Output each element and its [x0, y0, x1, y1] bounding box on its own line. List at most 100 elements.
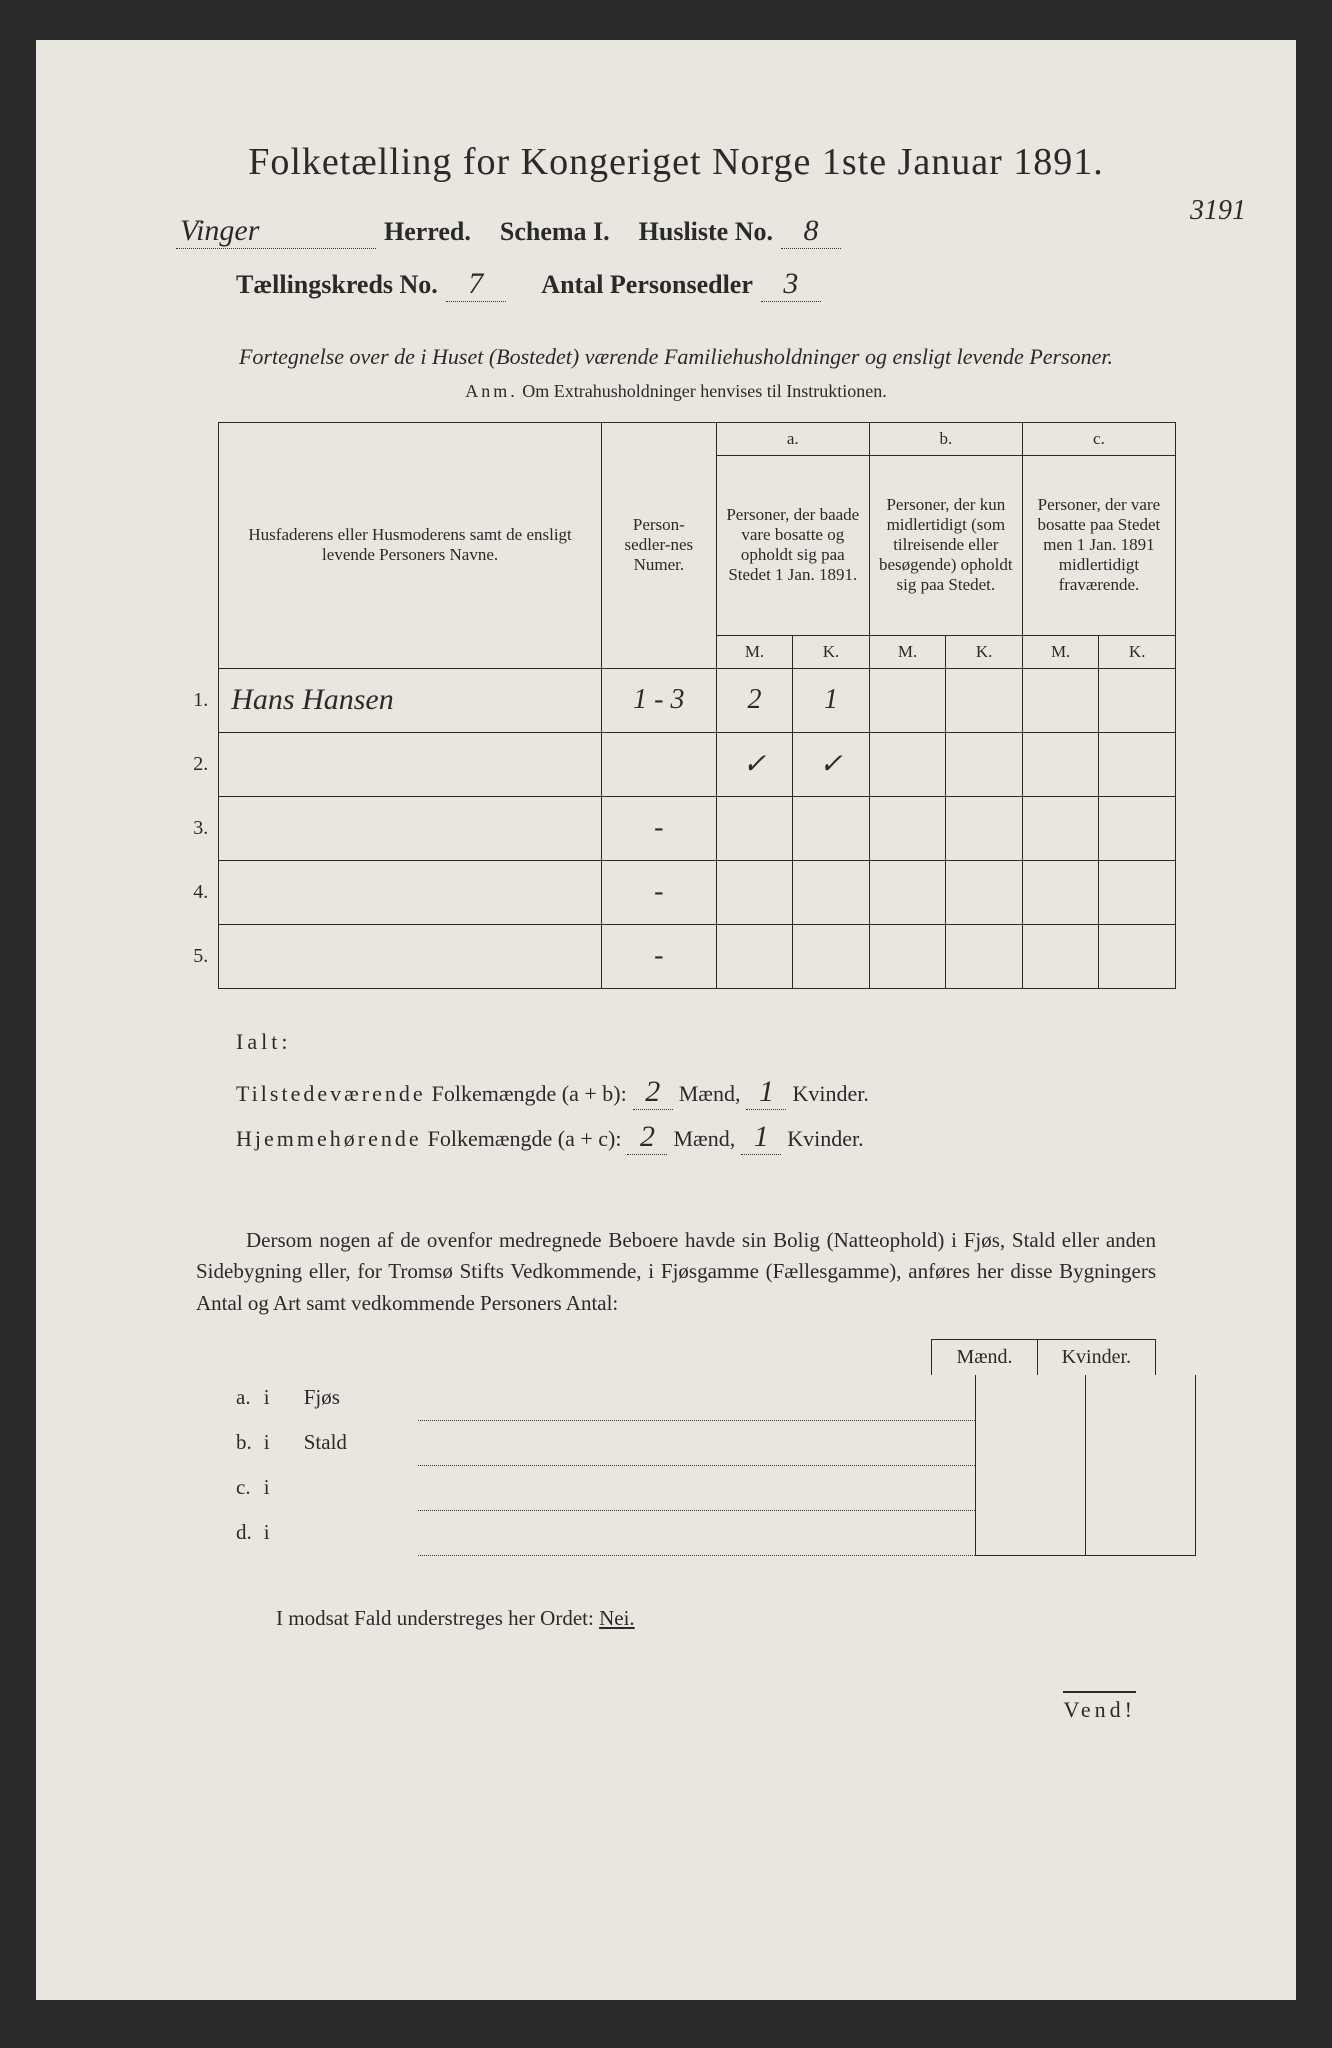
col-c-label: c.: [1022, 422, 1175, 455]
col-a-k: K.: [793, 635, 870, 668]
t2-a: Hjemmehørende: [236, 1126, 422, 1152]
table-row: 4.-: [176, 860, 1176, 924]
abcd-m: [976, 1510, 1086, 1555]
col-b-m: M.: [869, 635, 946, 668]
t1-m: 2: [633, 1075, 673, 1110]
c-k: [1099, 796, 1176, 860]
t2-k: 1: [741, 1120, 781, 1155]
abcd-dots: [418, 1375, 976, 1420]
b-k: [946, 860, 1023, 924]
mk-header: Mænd. Kvinder.: [176, 1339, 1156, 1375]
t1-a: Tilstedeværende: [236, 1081, 426, 1107]
a-m: 2: [716, 668, 793, 732]
abcd-k: [1086, 1465, 1196, 1510]
b-k: [946, 668, 1023, 732]
col-b-header: Personer, der kun midlertidigt (som tilr…: [869, 455, 1022, 635]
col-a-m: M.: [716, 635, 793, 668]
col-a-label: a.: [716, 422, 869, 455]
abcd-kind: Fjøs: [298, 1375, 418, 1420]
row-num: 2.: [176, 732, 219, 796]
num-cell: 1 - 3: [601, 668, 716, 732]
abcd-dots: [418, 1510, 976, 1555]
abcd-kind: [298, 1465, 418, 1510]
b-m: [869, 924, 946, 988]
table-row: 5.-: [176, 924, 1176, 988]
b-m: [869, 796, 946, 860]
table-row: 2.✓✓: [176, 732, 1176, 796]
total-tilstede: Tilstedeværende Folkemængde (a + b): 2 M…: [236, 1075, 1176, 1110]
name-cell: [219, 924, 602, 988]
anm-text: Om Extrahusholdninger henvises til Instr…: [522, 381, 886, 401]
col-c-header: Personer, der vare bosatte paa Stedet me…: [1022, 455, 1175, 635]
herred-label: Herred.: [384, 217, 471, 247]
c-k: [1099, 924, 1176, 988]
name-cell: [219, 732, 602, 796]
name-cell: Hans Hansen: [219, 668, 602, 732]
abcd-row: a.iFjøs: [196, 1375, 1196, 1420]
c-m: [1022, 860, 1099, 924]
b-m: [869, 732, 946, 796]
a-m: [716, 924, 793, 988]
a-m: [716, 796, 793, 860]
header-line-1: Vinger Herred. Schema I. Husliste No. 8: [176, 214, 1176, 249]
name-cell: [219, 796, 602, 860]
col-b-label: b.: [869, 422, 1022, 455]
a-k: [793, 796, 870, 860]
kvinder-label-1: Kvinder.: [792, 1081, 868, 1107]
mk-k: Kvinder.: [1037, 1339, 1156, 1375]
mk-m: Mænd.: [931, 1339, 1036, 1375]
c-k: [1099, 668, 1176, 732]
abcd-m: [976, 1420, 1086, 1465]
maend-label-1: Mænd,: [679, 1081, 741, 1107]
schema-label: Schema I.: [500, 217, 610, 247]
a-k: ✓: [793, 732, 870, 796]
row-num: 3.: [176, 796, 219, 860]
kreds-label: Tællingskreds No.: [236, 270, 438, 300]
abcd-row: b.iStald: [196, 1420, 1196, 1465]
antal-value: 3: [761, 267, 821, 302]
t1-b: Folkemængde (a + b):: [432, 1081, 627, 1107]
abcd-i: i: [258, 1465, 298, 1510]
header-line-2: Tællingskreds No. 7 Antal Personsedler 3: [176, 267, 1176, 302]
vend-label: Vend!: [1063, 1691, 1136, 1723]
t1-k: 1: [746, 1075, 786, 1110]
nei: Nei.: [599, 1606, 635, 1630]
footer-text: I modsat Fald understreges her Ordet:: [276, 1606, 594, 1630]
page-title: Folketælling for Kongeriget Norge 1ste J…: [176, 140, 1176, 184]
b-k: [946, 924, 1023, 988]
abcd-m: [976, 1375, 1086, 1420]
c-k: [1099, 732, 1176, 796]
t2-b: Folkemængde (a + c):: [428, 1126, 622, 1152]
abcd-row: c.i: [196, 1465, 1196, 1510]
c-m: [1022, 732, 1099, 796]
subtitle: Fortegnelse over de i Huset (Bostedet) v…: [176, 342, 1176, 373]
c-k: [1099, 860, 1176, 924]
b-m: [869, 860, 946, 924]
a-k: 1: [793, 668, 870, 732]
abcd-i: i: [258, 1510, 298, 1555]
ialt-label: Ialt:: [236, 1029, 1176, 1055]
name-cell: [219, 860, 602, 924]
paragraph: Dersom nogen af de ovenfor medregnede Be…: [196, 1225, 1156, 1320]
abcd-k: [1086, 1510, 1196, 1555]
abcd-label: b.: [196, 1420, 258, 1465]
b-k: [946, 732, 1023, 796]
table-row: 3. -: [176, 796, 1176, 860]
kreds-value: 7: [446, 267, 506, 302]
abcd-label: c.: [196, 1465, 258, 1510]
col-a-header: Personer, der baade vare bosatte og opho…: [716, 455, 869, 635]
num-cell: -: [601, 796, 716, 860]
table-row: 1.Hans Hansen1 - 321: [176, 668, 1176, 732]
t2-m: 2: [627, 1120, 667, 1155]
abcd-table: a.iFjøsb.iStaldc.id.i: [196, 1375, 1196, 1556]
total-hjemme: Hjemmehørende Folkemængde (a + c): 2 Mæn…: [236, 1120, 1176, 1155]
anm-line: Anm. Om Extrahusholdninger henvises til …: [176, 381, 1176, 402]
c-m: [1022, 668, 1099, 732]
kvinder-label-2: Kvinder.: [787, 1126, 863, 1152]
num-cell: -: [601, 924, 716, 988]
abcd-dots: [418, 1465, 976, 1510]
abcd-kind: [298, 1510, 418, 1555]
herred-value: Vinger: [176, 214, 376, 249]
c-m: [1022, 796, 1099, 860]
husliste-value: 8: [781, 214, 841, 249]
